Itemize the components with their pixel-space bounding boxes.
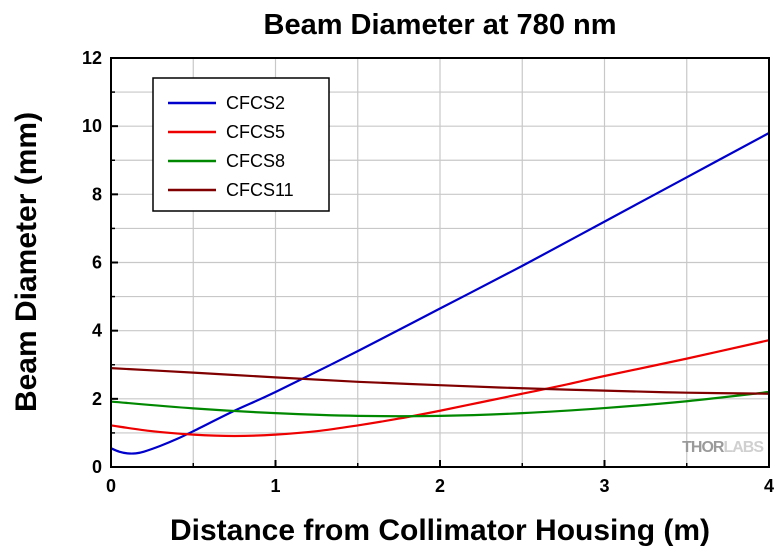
svg-text:THORLABS: THORLABS (682, 439, 764, 456)
x-tick-label: 3 (599, 476, 609, 496)
y-tick-label: 4 (92, 321, 102, 341)
series-line-cfcs8 (110, 390, 770, 418)
y-tick-label: 12 (82, 48, 102, 68)
watermark-dark: THOR (682, 439, 725, 456)
series-layer (110, 132, 770, 455)
thorlabs-watermark: THORLABS (682, 439, 765, 456)
legend-label-cfcs5: CFCS5 (226, 122, 285, 142)
series-line-cfcs11 (110, 367, 770, 395)
legend-label-cfcs11: CFCS11 (226, 180, 294, 200)
x-axis-ticks: 0 1 2 3 4 (106, 460, 774, 496)
chart-title: Beam Diameter at 780 nm (264, 9, 617, 41)
y-tick-label: 8 (92, 184, 102, 204)
watermark-light: LABS (723, 439, 764, 456)
x-tick-label: 2 (435, 476, 445, 496)
legend-label-cfcs8: CFCS8 (226, 151, 285, 171)
y-tick-label: 0 (92, 457, 102, 477)
x-tick-label: 4 (764, 476, 774, 496)
y-tick-label: 6 (92, 253, 102, 273)
y-tick-label: 2 (92, 389, 102, 409)
x-tick-label: 0 (106, 476, 116, 496)
y-tick-label: 10 (82, 116, 102, 136)
x-tick-label: 1 (270, 476, 280, 496)
series-line-cfcs5 (110, 339, 770, 438)
x-axis-label: Distance from Collimator Housing (m) (170, 514, 710, 547)
legend-label-cfcs2: CFCS2 (226, 93, 285, 113)
legend: CFCS2 CFCS5 CFCS8 CFCS11 (152, 77, 330, 212)
y-axis-label: Beam Diameter (mm) (10, 112, 43, 412)
grid (111, 58, 769, 467)
y-axis-ticks: 0 2 4 6 8 10 12 (82, 48, 118, 477)
